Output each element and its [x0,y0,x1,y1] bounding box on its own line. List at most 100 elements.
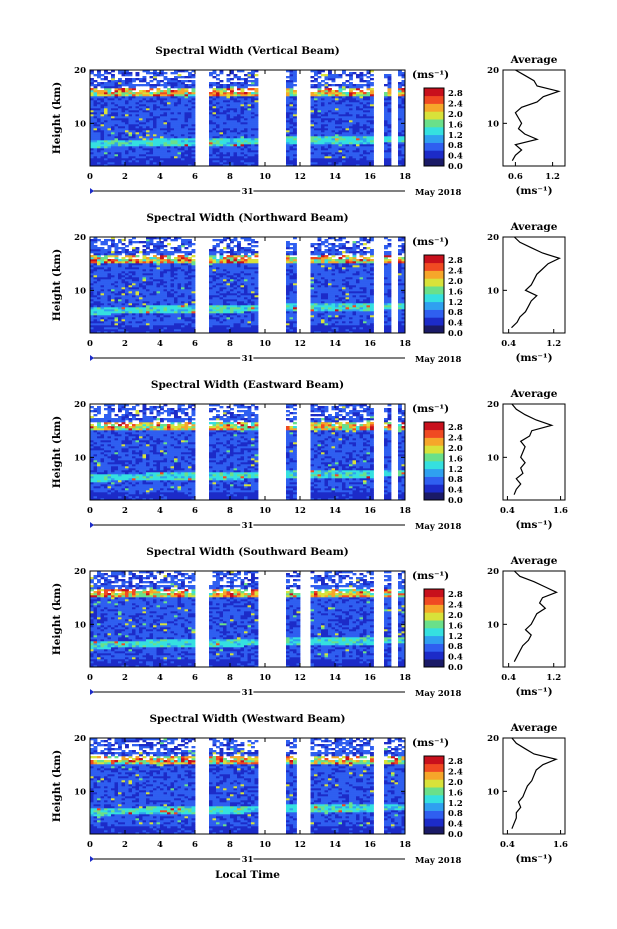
heatmap-cell [153,331,157,334]
heatmap-cell [247,76,252,79]
heatmap-cell [240,154,245,157]
heatmap-cell [244,249,248,252]
heatmap-cell [254,136,259,139]
heatmap-cell [352,164,357,167]
heatmap-cell [181,126,185,129]
heatmap-cell [181,158,185,161]
heatmap-cell [352,146,357,149]
heatmap-cell [128,160,133,163]
heatmap-cell [324,140,329,143]
heatmap-cell [170,90,175,93]
heatmap-cell [230,146,234,149]
heatmap-cell [160,152,164,155]
heatmap-cell [324,124,329,127]
heatmap-cell [135,297,140,300]
heatmap-cell [191,331,196,334]
heatmap-cell [219,148,224,151]
heatmap-cell [107,142,112,145]
heatmap-cell [342,152,346,155]
heatmap-cell [167,80,171,83]
heatmap-cell [177,293,182,296]
heatmap-cell [118,293,122,296]
heatmap-cell [132,277,136,280]
heatmap-cell [240,162,245,165]
heatmap-cell [128,257,133,260]
heatmap-cell [233,253,238,256]
heatmap-cell [128,110,133,113]
heatmap-cell [184,150,189,153]
heatmap-cell [128,285,133,288]
heatmap-cell [254,148,259,151]
heatmap-cell [97,114,101,117]
heatmap-cell [156,315,161,318]
heatmap-cell [240,273,245,276]
heatmap-cell [233,289,238,292]
heatmap-cell [384,110,388,113]
heatmap-cell [97,130,101,133]
heatmap-cell [209,327,213,330]
heatmap-cell [338,154,343,157]
heatmap-cell [135,142,140,145]
heatmap-cell [149,285,154,288]
heatmap-cell [97,84,101,87]
heatmap-cell [163,142,168,145]
heatmap-cell [132,158,136,161]
heatmap-cell [170,150,175,153]
heatmap-cell [401,134,406,137]
avg-y-tick-label: 20 [487,66,499,76]
heatmap-cell [135,265,140,268]
heatmap-cell [230,92,234,95]
heatmap-cell [149,122,154,125]
heatmap-cell [352,136,357,139]
heatmap-cell [163,126,168,129]
heatmap-cell [184,124,189,127]
heatmap-cell [254,325,259,328]
heatmap-cell [314,118,318,121]
heatmap-cell [149,259,154,262]
heatmap-cell [149,154,154,157]
heatmap-cell [153,86,157,89]
heatmap-cell [321,154,325,157]
x-tick-label: 12 [294,172,306,182]
heatmap-cell [114,112,119,115]
heatmap-cell [128,301,133,304]
heatmap-cell [230,317,234,320]
heatmap-cell [317,114,322,117]
heatmap-cell [317,82,322,85]
heatmap-cell [153,291,157,294]
heatmap-cell [114,130,119,133]
heatmap-cell [212,273,217,276]
heatmap-cell [212,106,217,109]
heatmap-cell [107,287,112,290]
heatmap-cell [384,128,388,131]
heatmap-cell [254,309,259,312]
heatmap-cell [366,82,371,85]
heatmap-cell [188,100,192,103]
heatmap-cell [223,331,227,334]
heatmap-cell [167,128,171,131]
heatmap-cell [324,158,329,161]
heatmap-cell [237,331,241,334]
heatmap-cell [156,146,161,149]
heatmap-cell [219,253,224,256]
heatmap-cell [317,112,322,115]
heatmap-cell [387,80,392,83]
heatmap-cell [142,331,147,334]
heatmap-cell [114,289,119,292]
heatmap-cell [146,299,150,302]
heatmap-cell [216,239,220,242]
heatmap-cell [146,303,150,306]
heatmap-cell [188,275,192,278]
heatmap-cell [240,315,245,318]
heatmap-cell [118,313,122,316]
heatmap-cell [247,132,252,135]
heatmap-cell [345,112,350,115]
heatmap-cell [251,289,255,292]
heatmap-cell [293,124,297,127]
heatmap-cell [146,102,150,105]
heatmap-cell [387,84,392,87]
heatmap-cell [398,98,402,101]
heatmap-cell [216,92,220,95]
heatmap-cell [107,112,112,115]
heatmap-cell [356,114,360,117]
